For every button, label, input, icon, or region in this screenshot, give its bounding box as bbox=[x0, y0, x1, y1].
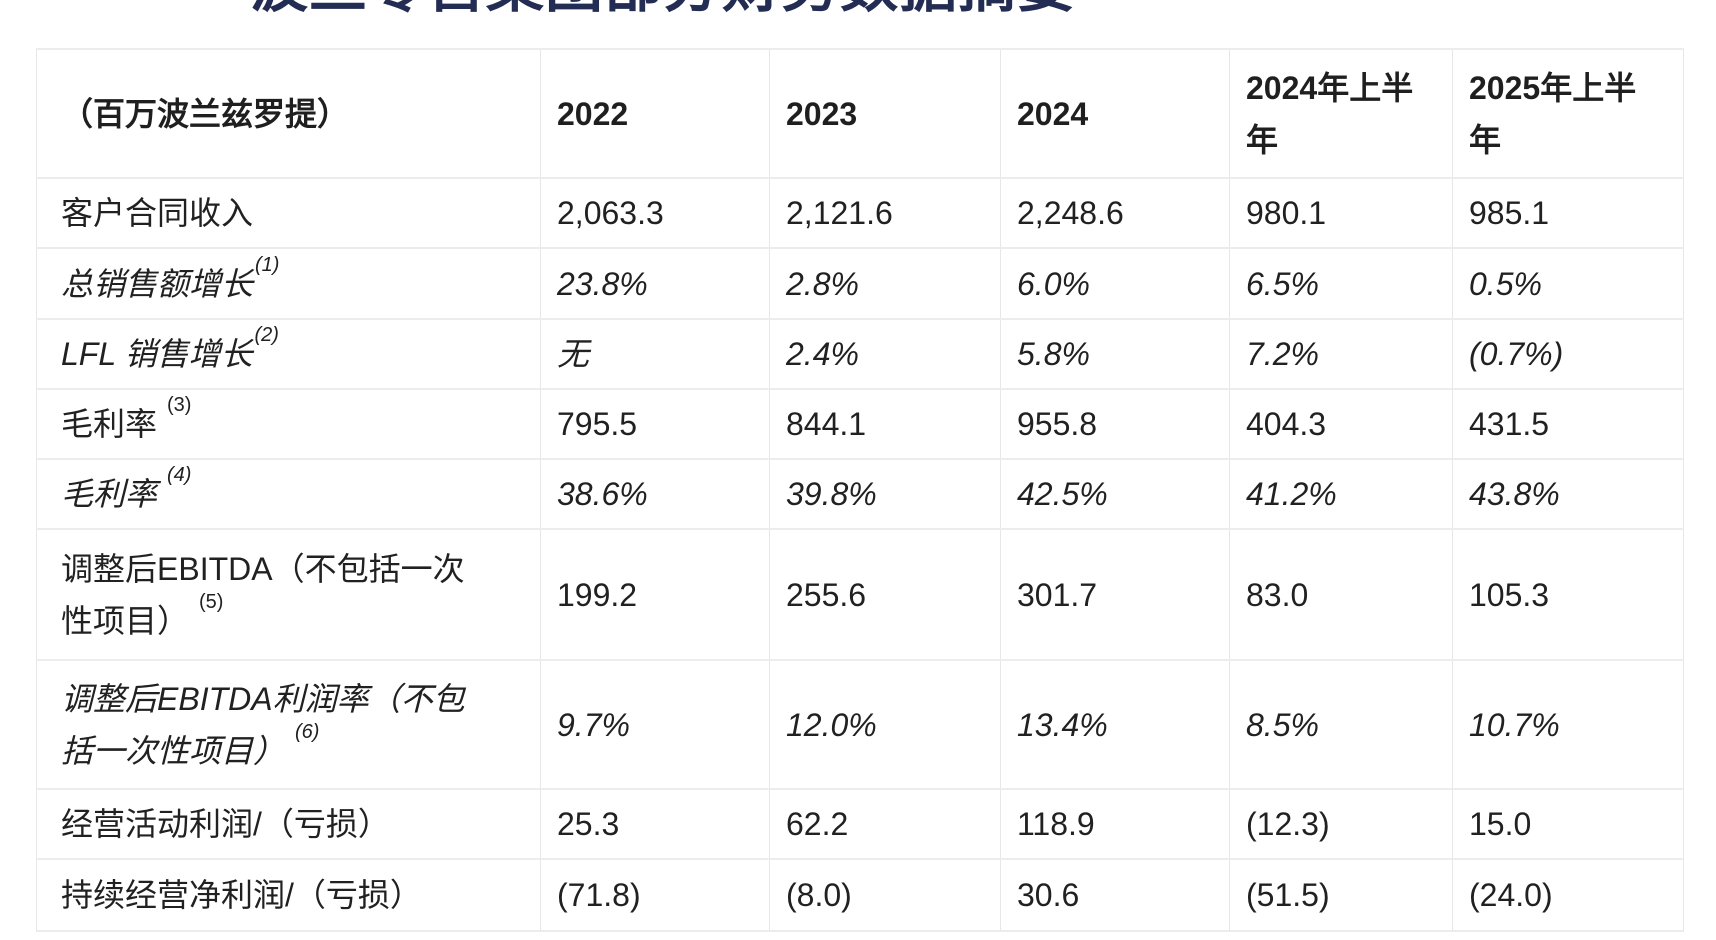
cell-value: 15.0 bbox=[1452, 788, 1684, 860]
header-h1-2024: 2024年上半 年 bbox=[1229, 48, 1453, 179]
row-label: LFL 销售增长(2) bbox=[36, 318, 541, 390]
cell-value: 9.7% bbox=[540, 659, 770, 790]
cell-value: 199.2 bbox=[540, 528, 770, 661]
cell-value: 255.6 bbox=[769, 528, 1001, 661]
cell-value: 6.5% bbox=[1229, 247, 1453, 320]
cell-value: 955.8 bbox=[1000, 388, 1230, 460]
row-label: 经营活动利润/（亏损） bbox=[36, 788, 541, 860]
cell-value: 795.5 bbox=[540, 388, 770, 460]
table-row-gross-margin: 毛利率(4) 38.6% 39.8% 42.5% 41.2% 43.8% bbox=[36, 458, 1684, 530]
cell-value: 25.3 bbox=[540, 788, 770, 860]
cell-value: 301.7 bbox=[1000, 528, 1230, 661]
financial-summary-table: （百万波兰兹罗提） 2022 2023 2024 2024年上半 年 2025年… bbox=[36, 48, 1684, 932]
header-unit: （百万波兰兹罗提） bbox=[36, 48, 541, 179]
cell-value: (12.3) bbox=[1229, 788, 1453, 860]
cell-value: 41.2% bbox=[1229, 458, 1453, 530]
cell-value: 2.4% bbox=[769, 318, 1001, 390]
cell-value: 431.5 bbox=[1452, 388, 1684, 460]
table-row-lfl-sales-growth: LFL 销售增长(2) 无 2.4% 5.8% 7.2% (0.7%) bbox=[36, 318, 1684, 390]
cell-value: 404.3 bbox=[1229, 388, 1453, 460]
cell-value: 985.1 bbox=[1452, 177, 1684, 249]
cell-value: (0.7%) bbox=[1452, 318, 1684, 390]
row-label: 调整后EBITDA利润率（不包 括一次性项目）(6) bbox=[36, 659, 541, 790]
cell-value: 13.4% bbox=[1000, 659, 1230, 790]
cell-value: 105.3 bbox=[1452, 528, 1684, 661]
cell-value: 844.1 bbox=[769, 388, 1001, 460]
footnote-marker: (4) bbox=[167, 464, 192, 487]
row-label: 调整后EBITDA（不包括一次 性项目）(5) bbox=[36, 528, 541, 661]
page-title: 波兰零售集团部分财务数据摘要 bbox=[250, 0, 1350, 16]
cell-value: 83.0 bbox=[1229, 528, 1453, 661]
table-row-total-sales-growth: 总销售额增长(1) 23.8% 2.8% 6.0% 6.5% 0.5% bbox=[36, 247, 1684, 320]
footnote-marker: (2) bbox=[254, 324, 279, 347]
cell-value: 7.2% bbox=[1229, 318, 1453, 390]
table-row-operating-profit: 经营活动利润/（亏损） 25.3 62.2 118.9 (12.3) 15.0 bbox=[36, 788, 1684, 860]
table-row-revenue: 客户合同收入 2,063.3 2,121.6 2,248.6 980.1 985… bbox=[36, 177, 1684, 249]
header-h1-2025: 2025年上半 年 bbox=[1452, 48, 1684, 179]
cell-value: 2,063.3 bbox=[540, 177, 770, 249]
cell-value: 30.6 bbox=[1000, 858, 1230, 932]
cell-value: 5.8% bbox=[1000, 318, 1230, 390]
cell-value: (71.8) bbox=[540, 858, 770, 932]
row-label: 毛利率(3) bbox=[36, 388, 541, 460]
cell-value: 23.8% bbox=[540, 247, 770, 320]
cell-value: 2,121.6 bbox=[769, 177, 1001, 249]
cell-value: (8.0) bbox=[769, 858, 1001, 932]
footnote-marker: (1) bbox=[255, 253, 280, 276]
row-label: 持续经营净利润/（亏损） bbox=[36, 858, 541, 932]
cell-value: 43.8% bbox=[1452, 458, 1684, 530]
table-header-row: （百万波兰兹罗提） 2022 2023 2024 2024年上半 年 2025年… bbox=[36, 48, 1684, 179]
header-2024: 2024 bbox=[1000, 48, 1230, 179]
page-title-cropped: 波兰零售集团部分财务数据摘要 bbox=[250, 0, 1350, 17]
header-2022: 2022 bbox=[540, 48, 770, 179]
cell-value: (24.0) bbox=[1452, 858, 1684, 932]
row-label: 客户合同收入 bbox=[36, 177, 541, 249]
row-label: 毛利率(4) bbox=[36, 458, 541, 530]
cell-value: 6.0% bbox=[1000, 247, 1230, 320]
cell-value: 42.5% bbox=[1000, 458, 1230, 530]
footnote-marker: (5) bbox=[199, 590, 224, 613]
cell-value: (51.5) bbox=[1229, 858, 1453, 932]
cell-value: 8.5% bbox=[1229, 659, 1453, 790]
footnote-marker: (6) bbox=[295, 720, 320, 743]
footnote-marker: (3) bbox=[167, 394, 192, 417]
cell-value: 39.8% bbox=[769, 458, 1001, 530]
table-row-adjusted-ebitda: 调整后EBITDA（不包括一次 性项目）(5) 199.2 255.6 301.… bbox=[36, 528, 1684, 661]
table-row-adjusted-ebitda-margin: 调整后EBITDA利润率（不包 括一次性项目）(6) 9.7% 12.0% 13… bbox=[36, 659, 1684, 790]
row-label: 总销售额增长(1) bbox=[36, 247, 541, 320]
cell-value: 980.1 bbox=[1229, 177, 1453, 249]
cell-value: 62.2 bbox=[769, 788, 1001, 860]
cell-value: 118.9 bbox=[1000, 788, 1230, 860]
table-row-net-profit-continuing: 持续经营净利润/（亏损） (71.8) (8.0) 30.6 (51.5) (2… bbox=[36, 858, 1684, 932]
cell-value: 无 bbox=[540, 318, 770, 390]
cell-value: 38.6% bbox=[540, 458, 770, 530]
cell-value: 0.5% bbox=[1452, 247, 1684, 320]
cell-value: 2.8% bbox=[769, 247, 1001, 320]
cell-value: 2,248.6 bbox=[1000, 177, 1230, 249]
cell-value: 12.0% bbox=[769, 659, 1001, 790]
cell-value: 10.7% bbox=[1452, 659, 1684, 790]
header-2023: 2023 bbox=[769, 48, 1001, 179]
table-row-gross-profit: 毛利率(3) 795.5 844.1 955.8 404.3 431.5 bbox=[36, 388, 1684, 460]
